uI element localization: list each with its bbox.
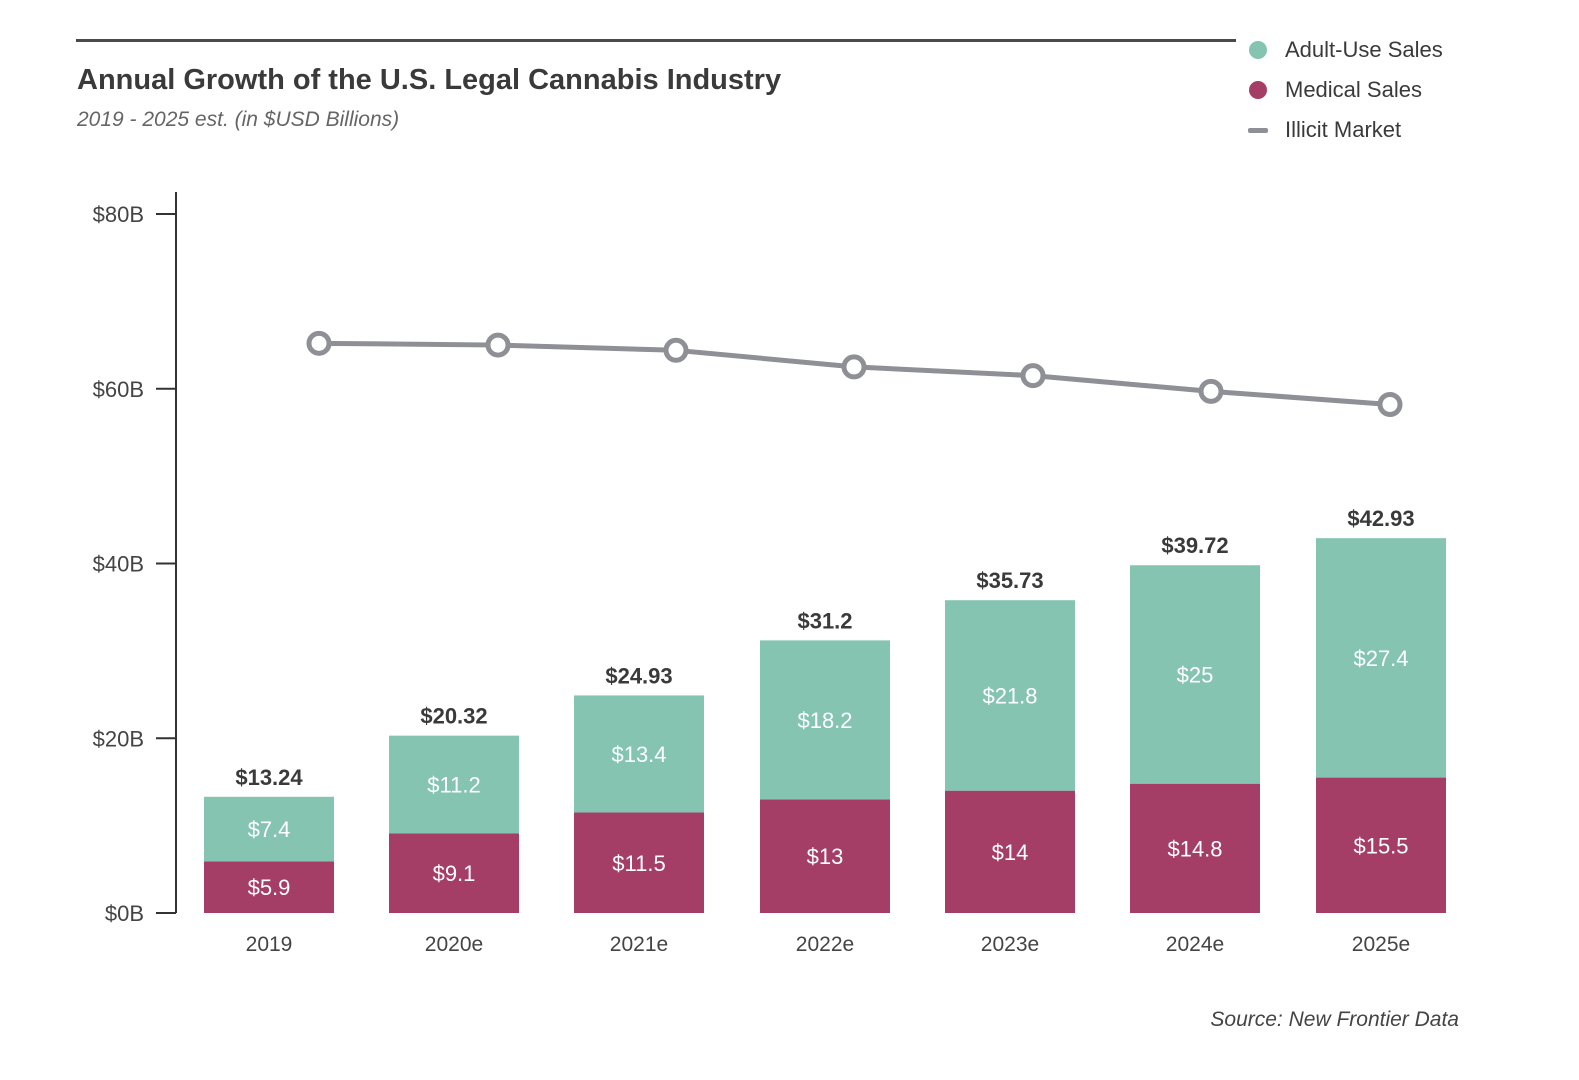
x-tick-label-2020e: 2020e [425,933,483,956]
point-illicit-2023e [1020,363,1046,389]
label-adult-use-2021e: $13.4 [611,742,666,767]
y-tick-label-4: $80B [93,202,144,227]
bar-adult-use-2025e [1316,538,1446,778]
label-total-2025e: $42.93 [1347,506,1414,531]
label-total-2019: $13.24 [235,765,303,790]
x-tick-label-2021e: 2021e [610,933,668,956]
label-adult-use-2019: $7.4 [248,817,291,842]
point-illicit-2025e [1377,391,1403,417]
chart-subtitle: 2019 - 2025 est. (in $USD Billions) [77,108,400,131]
legend-item-illicit: Illicit Market [1248,110,1443,150]
bar-medical-2019 [204,861,334,913]
bar-medical-2024e [1130,783,1260,913]
x-tick-label-2023e: 2023e [981,933,1039,956]
label-medical-2024e: $14.8 [1167,836,1222,861]
legend-item-adult-use: Adult-Use Sales [1248,30,1443,70]
bar-medical-2025e [1316,777,1446,913]
label-medical-2019: $5.9 [248,875,291,900]
bar-medical-2023e [945,790,1075,913]
label-total-2022e: $31.2 [797,608,852,633]
bar-adult-use-2023e [945,600,1075,791]
label-adult-use-2025e: $27.4 [1353,646,1408,671]
bar-medical-2021e [574,812,704,913]
label-medical-2022e: $13 [807,844,844,869]
label-medical-2020e: $9.1 [433,861,476,886]
y-tick-label-0: $0B [105,901,144,926]
top-rule [76,39,1236,42]
x-tick-label-2024e: 2024e [1166,933,1224,956]
source-note: Source: New Frontier Data [1210,1008,1459,1031]
x-tick-label-2019: 2019 [246,933,293,956]
legend-label-adult-use: Adult-Use Sales [1285,37,1443,62]
point-illicit-2022e [841,354,867,380]
legend-label-illicit: Illicit Market [1285,117,1402,142]
legend-swatch-adult-use [1249,41,1267,59]
bar-adult-use-2021e [574,695,704,813]
point-illicit-2019 [306,330,332,356]
legend-swatch-illicit [1248,127,1268,133]
label-adult-use-2020e: $11.2 [427,773,480,798]
legend: Adult-Use Sales Medical Sales Illicit Ma… [1248,30,1443,150]
y-tick-label-3: $60B [93,377,144,402]
label-medical-2023e: $14 [992,840,1029,865]
label-total-2023e: $35.73 [976,568,1043,593]
label-adult-use-2024e: $25 [1177,662,1214,687]
bar-adult-use-2024e [1130,565,1260,784]
x-tick-label-2022e: 2022e [796,933,854,956]
label-medical-2025e: $15.5 [1353,833,1408,858]
label-total-2020e: $20.32 [420,704,487,729]
label-adult-use-2022e: $18.2 [797,708,852,733]
y-tick-label-1: $20B [93,726,144,751]
legend-item-medical: Medical Sales [1248,70,1443,110]
label-adult-use-2023e: $21.8 [982,683,1037,708]
bar-adult-use-2019 [204,796,334,862]
bar-medical-2020e [389,833,519,913]
label-medical-2021e: $11.5 [612,851,665,876]
point-illicit-2024e [1198,378,1224,404]
label-total-2021e: $24.93 [605,663,672,688]
chart-title: Annual Growth of the U.S. Legal Cannabis… [77,64,782,96]
legend-swatch-medical [1249,81,1267,99]
bar-adult-use-2022e [760,640,890,800]
bar-medical-2022e [760,799,890,913]
legend-label-medical: Medical Sales [1285,77,1422,102]
y-tick-label-2: $40B [93,552,144,577]
bar-adult-use-2020e [389,735,519,834]
point-illicit-2021e [663,337,689,363]
x-tick-label-2025e: 2025e [1352,933,1410,956]
label-total-2024e: $39.72 [1161,533,1228,558]
point-illicit-2020e [485,332,511,358]
